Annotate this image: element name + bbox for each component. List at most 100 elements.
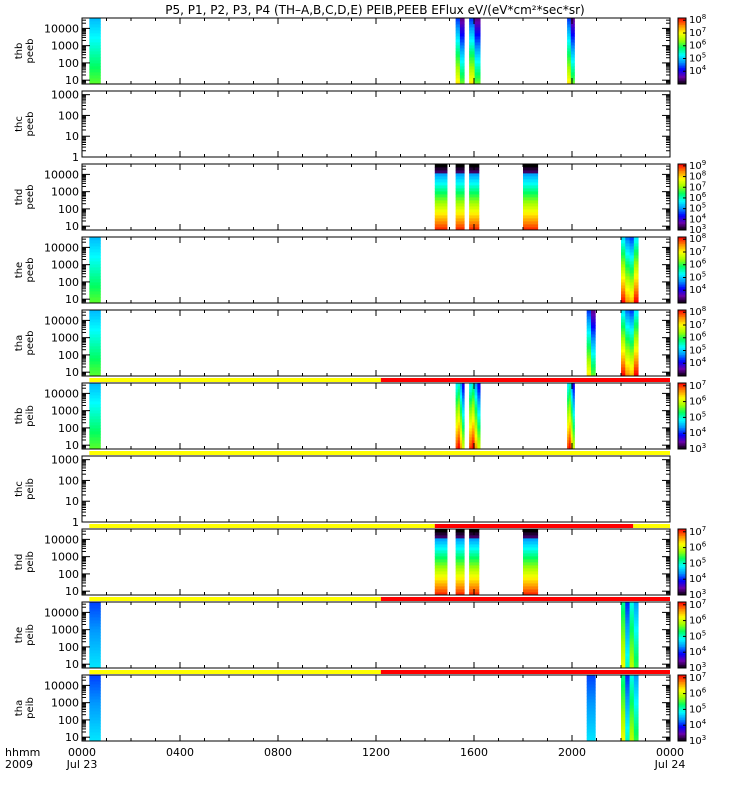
interval-cell [455,413,459,417]
colorbar-cell [678,369,686,372]
interval-cell [633,370,639,374]
interval-cell [443,583,448,587]
interval-cell [459,544,463,548]
interval-cell [455,51,459,55]
interval-cell [625,662,630,666]
interval-cell [526,547,531,551]
interval-cell [586,331,590,335]
interval-cell [459,212,463,216]
interval-cell [97,291,101,295]
interval-cell [89,410,93,414]
interval-cell [526,577,531,581]
interval-cell [97,617,101,621]
interval-cell [621,246,626,250]
colorbar-cell [678,641,686,644]
interval-cell [476,577,480,581]
interval-cell [459,27,463,31]
interval-cell [97,425,101,429]
interval-cell [629,288,635,292]
colorbar-tick-label: 104 [689,212,707,225]
interval-cell [629,650,635,654]
interval-cell [588,328,592,332]
interval-cell [474,224,477,228]
interval-cell [94,419,99,423]
interval-cell [625,620,630,624]
interval-cell [94,422,99,426]
interval-cell [474,209,477,213]
interval-cell [89,626,93,630]
interval-cell [94,39,99,43]
colorbar-cell [678,210,686,213]
interval-cell [471,54,476,58]
interval-cell [455,185,459,189]
interval-cell [97,264,101,268]
interval-cell [625,255,630,259]
interval-cell [625,617,630,621]
interval-cell [440,568,445,572]
interval-cell [633,662,639,666]
interval-cell [568,431,572,435]
interval-cell [621,611,626,615]
y-tick-label: 1000 [51,454,79,467]
interval-cell [588,373,592,377]
colorbar-tick-label: 107 [689,671,706,684]
interval-cell [457,75,461,79]
interval-cell [526,194,531,198]
interval-cell [469,535,472,539]
interval-cell [474,75,478,79]
interval-cell [462,227,465,231]
interval-cell [570,66,574,70]
interval-cell [570,27,574,31]
interval-cell [629,373,635,377]
interval-cell [89,337,93,341]
colorbar-cell [678,200,686,203]
interval-cell [625,614,630,618]
colorbar-cell [678,605,686,608]
interval-cell [455,565,459,569]
interval-cell [474,401,478,405]
data-interval-3-0 [89,237,101,304]
interval-cell [526,221,531,225]
colorbar-tick-label: 104 [689,572,707,585]
interval-cell [92,717,96,721]
interval-cell [477,48,481,52]
interval-cell [434,224,439,228]
interval-cell [469,206,472,210]
interval-cell [568,81,572,85]
interval-cell [89,729,93,733]
interval-cell [530,586,535,590]
colorbar-cell [678,366,686,369]
interval-cell [434,227,439,231]
interval-cell [633,620,639,624]
colorbar-cell [678,266,686,269]
interval-cell [97,27,101,31]
interval-cell [94,729,99,733]
interval-cell [590,343,594,347]
y-tick-label: 1000 [51,551,79,564]
colorbar-cell [678,21,686,24]
colorbar-cell [678,263,686,266]
interval-cell [471,48,476,52]
time-tick-date-label: Jul 24 [654,758,686,771]
colorbar-cell [678,172,686,175]
interval-cell [621,364,626,368]
interval-cell [89,723,93,727]
y-tick-label: 10000 [44,606,79,619]
interval-cell [440,179,445,183]
interval-cell [89,608,93,612]
interval-cell [476,532,480,536]
interval-cell [621,708,626,712]
interval-cell [459,57,463,61]
interval-cell [92,434,96,438]
interval-cell [459,389,463,393]
interval-cell [526,179,531,183]
interval-cell [457,45,461,49]
interval-cell [590,325,594,329]
interval-cell [526,586,531,590]
interval-cell [469,48,473,52]
interval-cell [588,370,592,374]
interval-cell [567,42,570,46]
colorbar-tick-label: 108 [689,13,706,26]
interval-cell [437,541,442,545]
